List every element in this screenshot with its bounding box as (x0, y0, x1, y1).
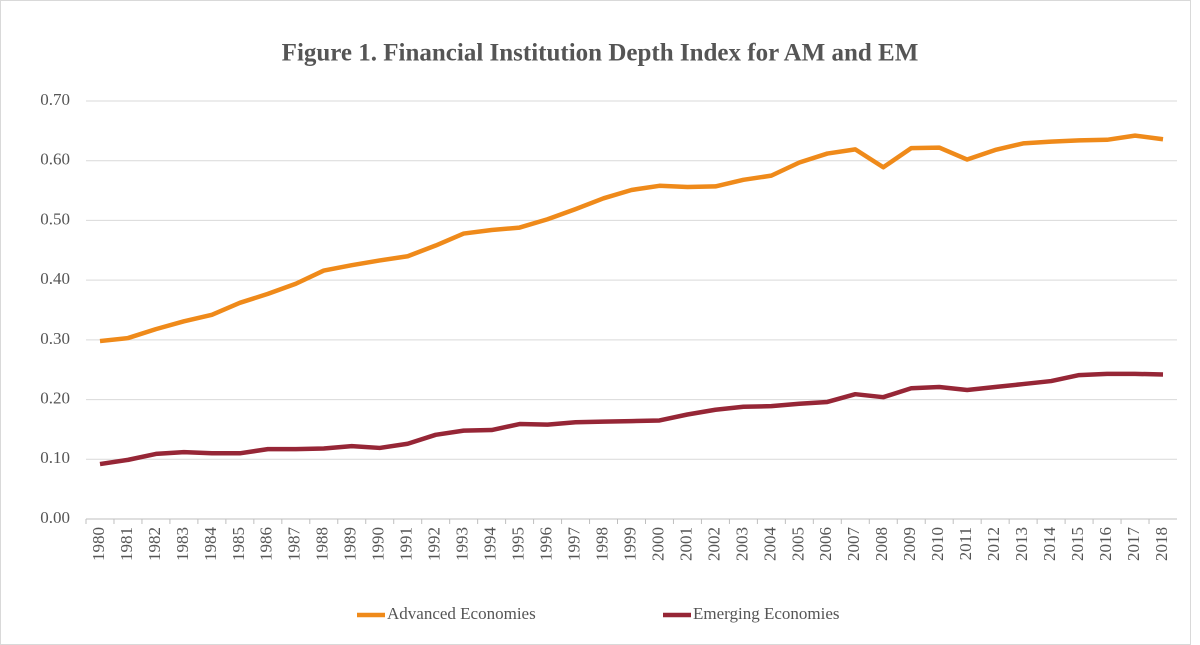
y-tick-label: 0.00 (40, 508, 70, 527)
x-tick-label: 2012 (984, 527, 1003, 561)
x-tick-label: 1995 (509, 527, 528, 561)
x-tick-label: 1993 (453, 527, 472, 561)
y-tick-label: 0.20 (40, 388, 70, 407)
x-tick-label: 2000 (648, 527, 667, 561)
x-tick-label: 1983 (173, 527, 192, 561)
x-tick-label: 1997 (564, 527, 583, 562)
x-tick-label: 1982 (145, 527, 164, 561)
x-tick-label: 2014 (1040, 527, 1059, 562)
x-tick-label: 2018 (1152, 527, 1171, 561)
x-tick-label: 1986 (257, 527, 276, 561)
legend-label: Emerging Economies (693, 604, 840, 623)
x-tick-label: 1985 (229, 527, 248, 561)
x-tick-label: 2005 (788, 527, 807, 561)
x-tick-label: 1999 (620, 527, 639, 561)
x-tick-label: 1994 (481, 527, 500, 562)
x-tick-label: 2009 (900, 527, 919, 561)
x-tick-label: 1984 (201, 527, 220, 562)
y-tick-label: 0.10 (40, 448, 70, 467)
x-tick-label: 1990 (369, 527, 388, 561)
x-tick-label: 1987 (285, 527, 304, 562)
x-tick-label: 2004 (760, 527, 779, 562)
x-tick-label: 2003 (732, 527, 751, 561)
x-tick-label: 1991 (397, 527, 416, 561)
x-tick-label: 2011 (956, 527, 975, 560)
x-tick-label: 2001 (676, 527, 695, 561)
x-tick-label: 2008 (872, 527, 891, 561)
x-tick-label: 1981 (117, 527, 136, 561)
x-tick-label: 1998 (592, 527, 611, 561)
y-tick-label: 0.40 (40, 269, 70, 288)
y-tick-label: 0.70 (40, 90, 70, 109)
y-tick-label: 0.30 (40, 329, 70, 348)
x-tick-label: 2017 (1124, 527, 1143, 562)
x-tick-label: 2006 (816, 527, 835, 561)
x-tick-label: 2002 (704, 527, 723, 561)
x-tick-label: 1980 (89, 527, 108, 561)
legend-label: Advanced Economies (387, 604, 536, 623)
x-tick-label: 2013 (1012, 527, 1031, 561)
y-tick-label: 0.50 (40, 209, 70, 228)
x-tick-label: 2015 (1068, 527, 1087, 561)
x-tick-label: 2007 (844, 527, 863, 562)
x-tick-label: 2010 (928, 527, 947, 561)
x-tick-label: 1989 (341, 527, 360, 561)
x-tick-label: 1996 (536, 527, 555, 561)
chart-title: Figure 1. Financial Institution Depth In… (282, 40, 919, 67)
y-tick-label: 0.60 (40, 150, 70, 169)
series-line (99, 133, 1164, 344)
x-tick-label: 1988 (313, 527, 332, 561)
x-tick-label: 1992 (425, 527, 444, 561)
series-line (99, 371, 1164, 467)
x-tick-label: 2016 (1096, 527, 1115, 561)
